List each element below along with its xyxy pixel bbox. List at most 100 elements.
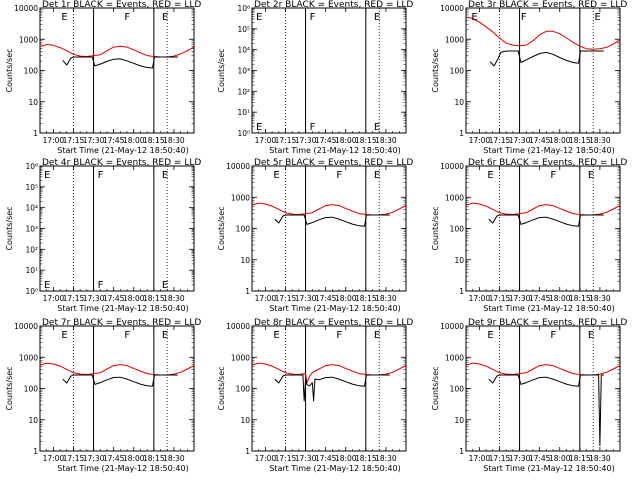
y-tick-label: 1000 [445, 353, 464, 362]
events-series-line [62, 374, 178, 387]
marker-label: E [374, 122, 380, 133]
marker-label: F [521, 12, 527, 23]
x-tick-label: 17:45 [103, 454, 125, 463]
y-tick-label: 1000 [445, 35, 464, 44]
panel-title: Det 4r BLACK = Events, RED = LLD [42, 158, 201, 168]
lld-series-line [39, 44, 195, 58]
y-tick-label: 1000 [231, 193, 250, 202]
x-tick-label: 18:00 [335, 454, 357, 463]
x-tick-label: 17:30 [509, 454, 531, 463]
marker-label: E [374, 330, 380, 341]
panel-det-9: Det 9r BLACK = Events, RED = LLD17:0017:… [431, 318, 627, 473]
plot-frame [39, 325, 195, 452]
x-tick-label: 17:00 [255, 294, 277, 303]
plot-frame [465, 325, 621, 452]
panel-title: Det 7r BLACK = Events, RED = LLD [42, 318, 201, 328]
marker-label: E [471, 12, 477, 23]
plot-frame [465, 7, 621, 134]
x-tick-label: 17:00 [469, 294, 491, 303]
x-tick-label: 17:45 [315, 294, 337, 303]
x-tick-label: 17:30 [509, 294, 531, 303]
y-tick-label: 10⁵ [237, 25, 250, 34]
x-tick-label: 18:30 [163, 454, 185, 463]
x-tick-label: 18:00 [549, 454, 571, 463]
panel-title: Det 2r BLACK = Events, RED = LLD [254, 0, 413, 10]
x-tick-label: 17:00 [255, 454, 277, 463]
y-tick-label: 10⁴ [237, 46, 250, 55]
panel-det-8: Det 8r BLACK = Events, RED = LLD17:0017:… [217, 318, 413, 473]
y-axis-label: Counts/sec [217, 206, 226, 250]
events-series-line [489, 50, 604, 67]
y-tick-label: 1 [245, 287, 250, 296]
x-tick-label: 17:15 [489, 454, 511, 463]
x-tick-label: 17:15 [63, 454, 85, 463]
y-tick-label: 10000 [14, 322, 38, 331]
marker-label: F [124, 12, 130, 23]
x-tick-label: 18:30 [375, 136, 397, 145]
y-tick-label: 10⁰ [25, 287, 38, 296]
x-axis-label: Start Time (21-May-12 18:50:40) [483, 146, 614, 155]
x-tick-label: 17:30 [295, 136, 317, 145]
y-tick-label: 1 [459, 287, 464, 296]
x-tick-label: 17:00 [255, 136, 277, 145]
x-tick-label: 18:00 [335, 136, 357, 145]
x-tick-label: 17:30 [295, 454, 317, 463]
y-axis-label: Counts/sec [431, 206, 440, 250]
y-tick-label: 10³ [25, 225, 38, 234]
y-tick-label: 100 [24, 385, 39, 394]
x-tick-label: 18:15 [569, 454, 591, 463]
x-tick-label: 18:00 [335, 294, 357, 303]
marker-label: E [487, 330, 493, 341]
marker-label: F [98, 170, 104, 181]
x-tick-label: 17:00 [43, 136, 65, 145]
y-tick-label: 10⁰ [237, 129, 250, 138]
marker-label: F [310, 122, 316, 133]
y-tick-label: 1000 [19, 35, 38, 44]
marker-label: F [310, 12, 316, 23]
x-tick-label: 18:00 [123, 454, 145, 463]
y-tick-label: 1 [459, 447, 464, 456]
x-tick-label: 17:15 [489, 294, 511, 303]
y-tick-label: 1 [33, 129, 38, 138]
y-tick-label: 10 [28, 98, 38, 107]
x-tick-label: 18:15 [143, 294, 165, 303]
marker-label: E [61, 330, 67, 341]
marker-label: E [374, 170, 380, 181]
events-series-line [488, 214, 604, 227]
x-tick-label: 17:30 [83, 136, 105, 145]
lld-series-line [465, 202, 621, 216]
y-axis-label: Counts/sec [217, 48, 226, 92]
panel-title: Det 3r BLACK = Events, RED = LLD [468, 0, 627, 10]
marker-label: E [273, 170, 279, 181]
y-tick-label: 10³ [237, 67, 250, 76]
panel-det-1: Det 1r BLACK = Events, RED = LLD17:0017:… [5, 0, 201, 155]
y-axis-label: Counts/sec [431, 48, 440, 92]
events-series-line [488, 374, 604, 446]
marker-label: F [98, 280, 104, 291]
marker-label: E [273, 330, 279, 341]
marker-label: E [44, 280, 50, 291]
plot-frame [465, 165, 621, 292]
y-tick-label: 10 [454, 256, 464, 265]
y-tick-label: 10000 [440, 162, 464, 171]
marker-label: E [374, 12, 380, 23]
x-tick-label: 17:15 [63, 136, 85, 145]
plot-frame [251, 325, 407, 452]
x-tick-label: 18:15 [143, 454, 165, 463]
x-tick-label: 18:15 [569, 136, 591, 145]
y-tick-label: 10000 [226, 322, 250, 331]
events-series-line [62, 56, 178, 69]
y-tick-label: 100 [450, 225, 465, 234]
x-tick-label: 18:00 [549, 136, 571, 145]
x-tick-label: 17:30 [83, 454, 105, 463]
marker-label: E [588, 330, 594, 341]
marker-label: F [124, 330, 130, 341]
marker-label: E [44, 170, 50, 181]
x-tick-label: 17:15 [489, 136, 511, 145]
x-tick-label: 18:15 [355, 136, 377, 145]
x-axis-label: Start Time (21-May-12 18:50:40) [57, 464, 188, 473]
plot-frame [39, 7, 195, 134]
y-tick-label: 100 [236, 225, 251, 234]
x-axis-label: Start Time (21-May-12 18:50:40) [269, 146, 400, 155]
y-tick-label: 1000 [445, 193, 464, 202]
